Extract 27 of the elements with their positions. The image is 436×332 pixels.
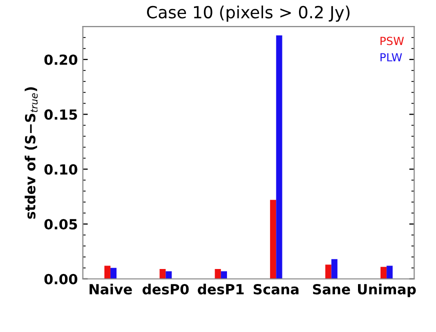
x-tick-label: desP1: [198, 284, 244, 294]
bar: [160, 269, 166, 279]
bar: [325, 264, 332, 279]
bar: [331, 259, 338, 279]
bar: [110, 268, 117, 279]
text: PLW: [380, 53, 402, 62]
bar: [386, 266, 393, 279]
bar: [220, 271, 227, 279]
y-tick-label: 0.00: [44, 274, 78, 284]
y-tick-label: 0.05: [44, 218, 78, 230]
x-tick-label: Naive: [90, 284, 132, 294]
bar: [380, 266, 387, 279]
y-tick-label: 0.15: [44, 109, 78, 120]
bar: [166, 271, 172, 279]
bar: [276, 35, 282, 279]
bar: [214, 269, 221, 279]
x-tick-label: Scana: [254, 284, 298, 294]
bar: [104, 266, 110, 279]
bar: [270, 200, 276, 279]
y-axis-title: stdev of (S−S$_{true}$): [24, 87, 38, 219]
y-tick-label: 0.10: [44, 164, 78, 175]
x-tick-label: desP0: [142, 284, 189, 294]
y-tick-label: 0.20: [44, 54, 78, 65]
x-tick-label: Sane: [313, 284, 350, 294]
x-tick-label: Unimap: [358, 284, 416, 298]
chart-title: Case 10 (pixels > 0.2 Jy): [147, 6, 350, 22]
text: PSW: [380, 36, 404, 46]
